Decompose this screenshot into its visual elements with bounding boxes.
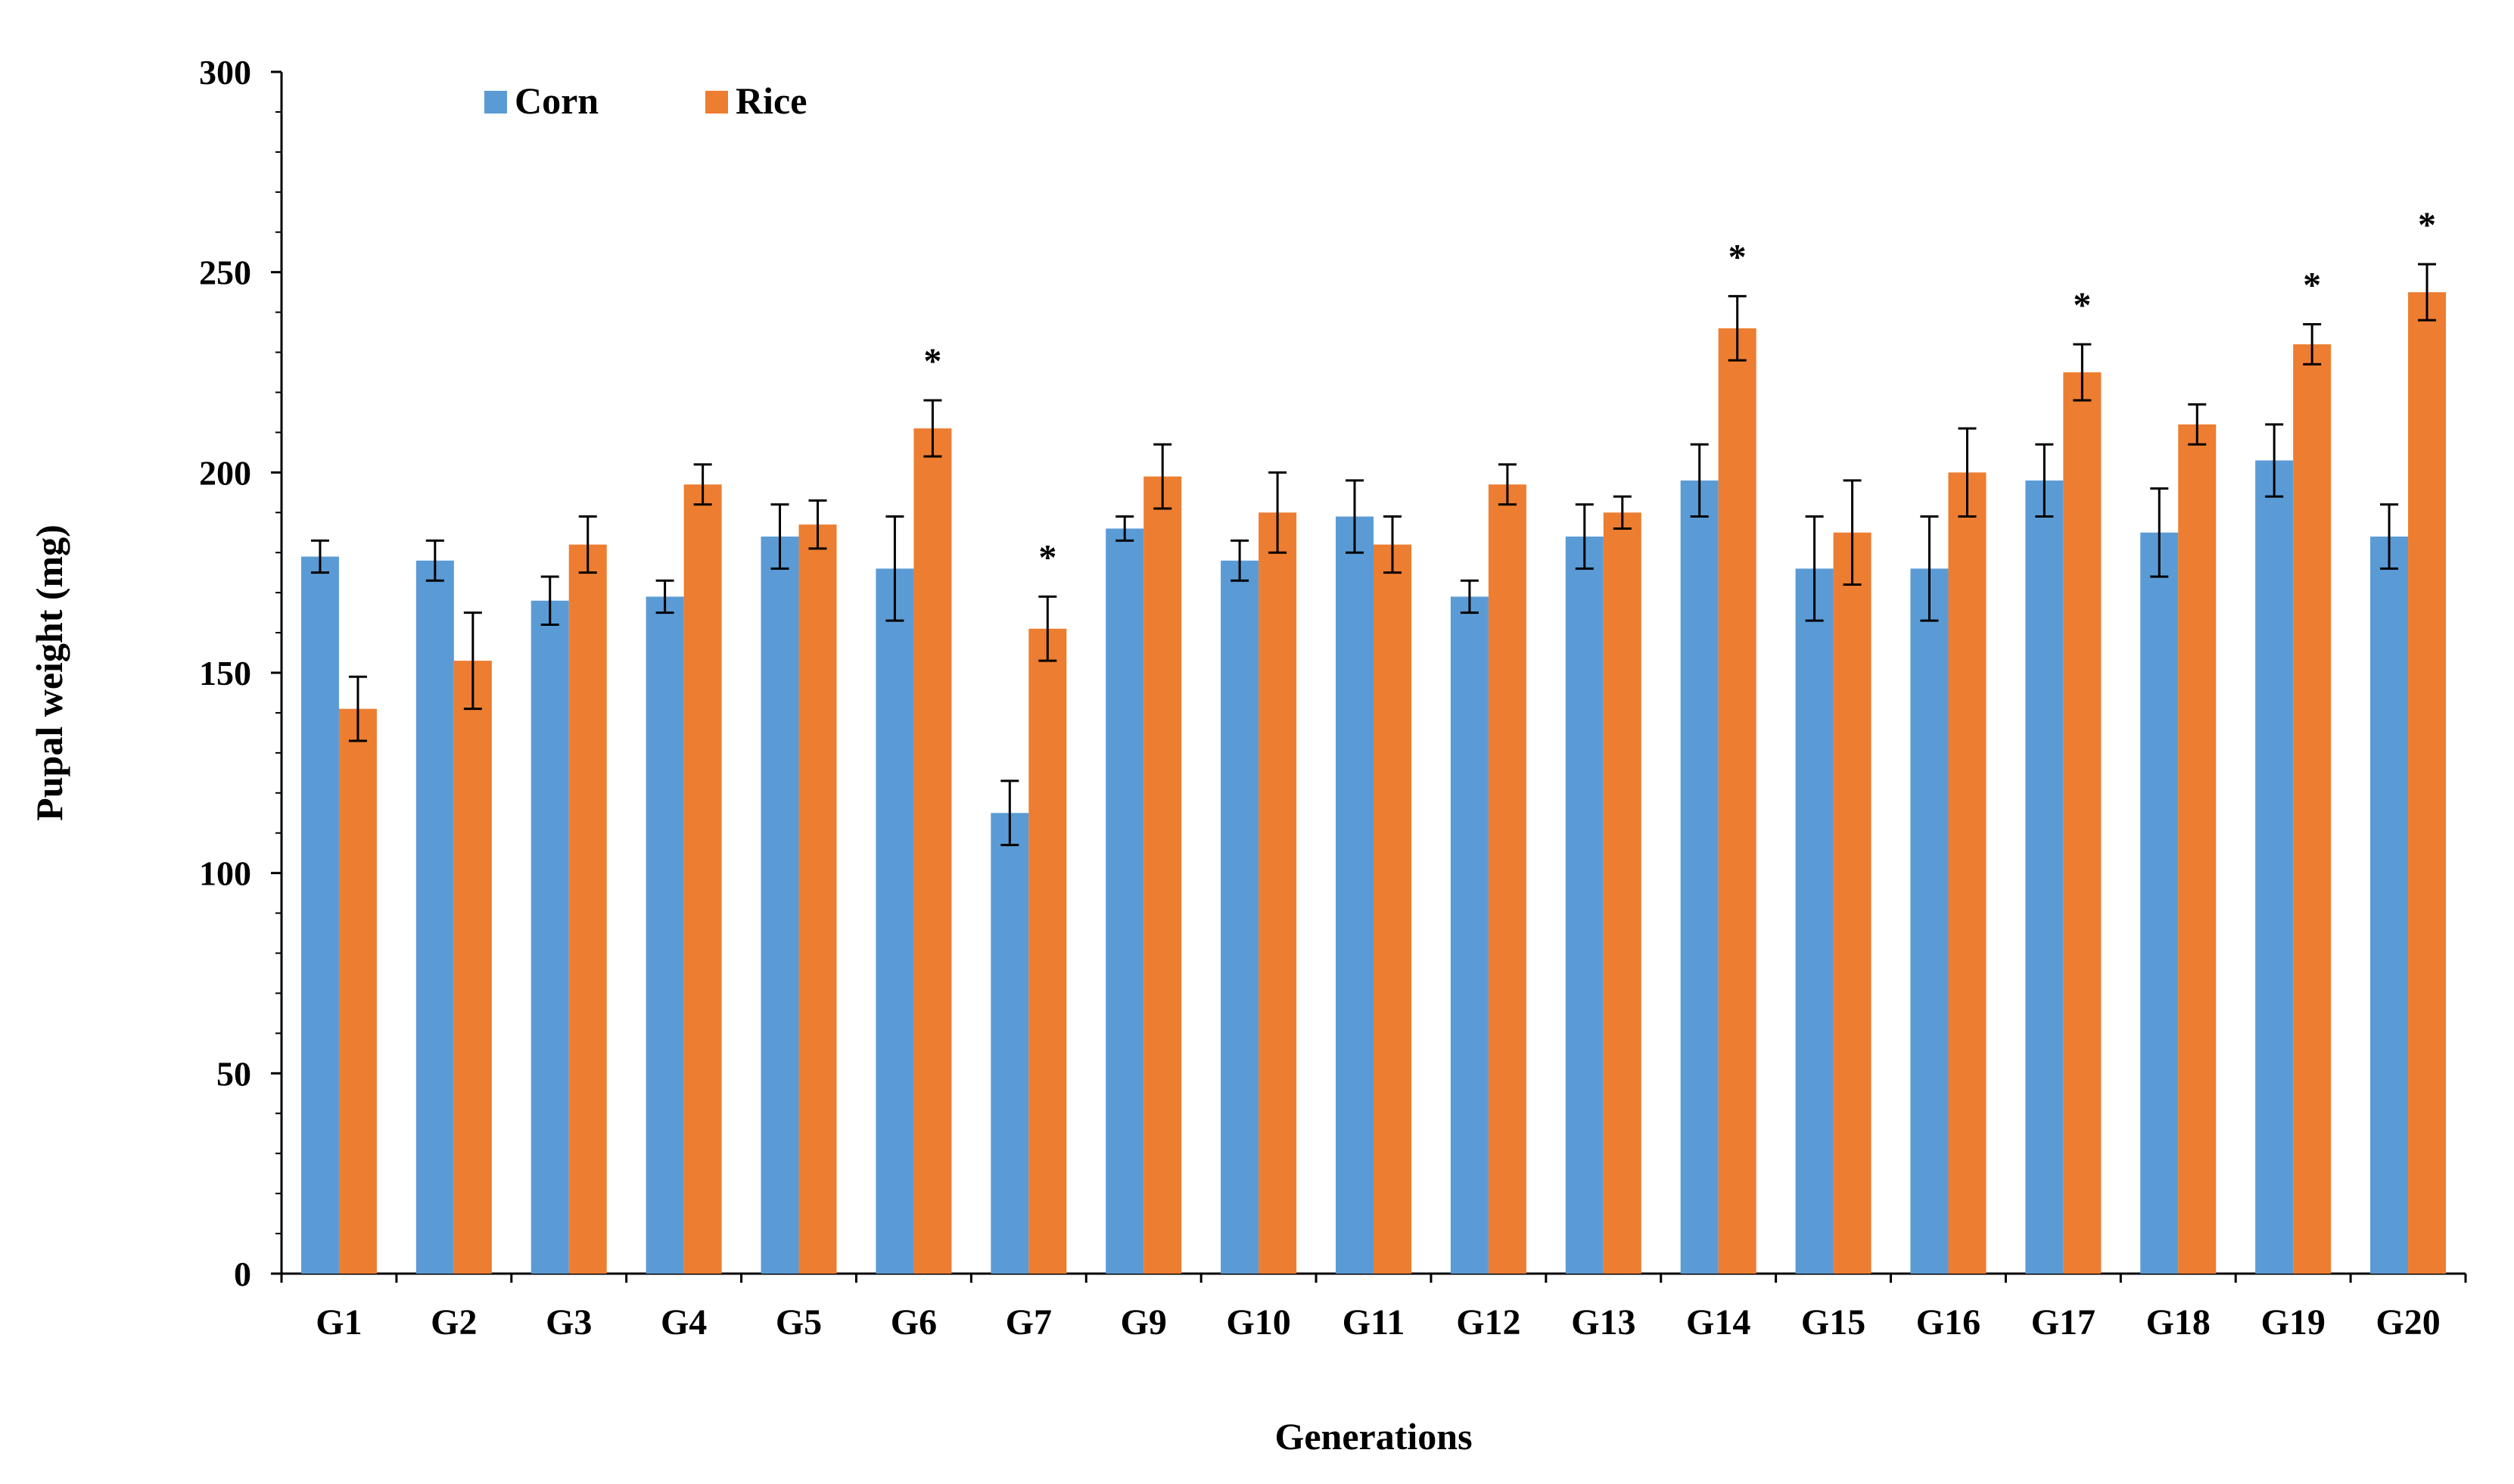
bar-rice-g19 [2293,344,2332,1274]
bar-rice-g5 [798,524,837,1274]
bar-corn-g17 [2025,480,2064,1274]
legend: Corn Rice [484,79,807,122]
y-axis-title: Pupal weight (mg) [28,524,70,821]
bar-rice-g2 [453,661,492,1274]
bar-rice-g16 [1948,472,1987,1274]
bar-corn-g19 [2255,460,2294,1274]
bar-rice-g9 [1143,476,1182,1274]
bar-corn-g7 [991,813,1029,1274]
axis-labels: 0 50 100 150 200 250 300 G1 G2 G3 G4 G5 G6 G7 G9 G10 G11… [28,53,2441,1458]
bar-rice-g15 [1833,532,1871,1274]
bar-corn-g3 [530,600,569,1274]
x-category-label: G4 [661,1302,707,1342]
bar-corn-g2 [415,560,454,1274]
bar-corn-g15 [1795,568,1834,1274]
y-tick-label: 50 [216,1054,251,1093]
y-tick-label: 100 [199,854,251,893]
bar-rice-g17 [2063,372,2102,1274]
bar-rice-g6 [913,428,952,1274]
legend-swatch-corn [484,91,507,114]
bar-rice-g7 [1028,628,1067,1274]
y-tick-label: 250 [199,254,251,292]
significance-asterisk-g19: * [2303,265,2321,305]
legend-label-rice: Rice [736,79,807,122]
bar-rice-g11 [1374,544,1411,1274]
legend-swatch-rice [705,91,728,114]
bar-corn-g10 [1221,560,1259,1274]
bar-rice-g18 [2178,424,2217,1274]
x-category-label: G1 [316,1302,362,1342]
significance-asterisk-g17: * [2073,285,2091,325]
y-tick-label: 300 [199,53,251,92]
x-category-label: G12 [1456,1302,1520,1342]
bar-corn-g6 [876,568,914,1274]
x-category-label: G13 [1571,1302,1635,1342]
x-category-label: G16 [1916,1302,1980,1342]
bar-rice-g10 [1259,512,1297,1274]
significance-marks: * * * * * * [923,205,2436,577]
x-category-label: G7 [1006,1302,1052,1342]
bar-rice-g4 [683,484,722,1274]
x-category-label: G19 [2260,1302,2325,1342]
x-category-label: G10 [1226,1302,1290,1342]
bar-corn-g20 [2370,537,2409,1274]
bar-corn-g12 [1450,596,1489,1274]
bar-corn-g11 [1336,516,1374,1274]
y-tick-label: 0 [234,1255,251,1293]
bar-rice-g13 [1603,512,1641,1274]
y-tick-label: 200 [199,453,251,492]
x-axis-title: Generations [1274,1415,1472,1458]
bars [300,292,2447,1274]
x-category-label: G5 [776,1302,822,1342]
x-category-label: G20 [2376,1302,2440,1342]
y-tick-label: 150 [199,654,251,692]
bar-corn-g1 [300,556,339,1274]
bar-rice-g3 [568,544,607,1274]
x-category-label: G2 [431,1302,477,1342]
bar-corn-g13 [1565,537,1604,1274]
bar-rice-g12 [1488,484,1526,1274]
bar-corn-g9 [1106,528,1144,1274]
significance-asterisk-g6: * [923,341,941,381]
x-category-label: G6 [891,1302,937,1342]
x-category-label: G11 [1343,1302,1405,1342]
bar-corn-g18 [2140,532,2179,1274]
bar-rice-g1 [338,708,377,1274]
error-bars [310,263,2437,847]
x-category-label: G17 [2031,1302,2096,1342]
significance-asterisk-g7: * [1038,537,1056,577]
x-category-label: G18 [2146,1302,2211,1342]
bar-corn-g5 [761,537,799,1274]
significance-asterisk-g20: * [2418,205,2436,245]
bar-rice-g20 [2408,292,2447,1274]
x-category-label: G3 [546,1302,592,1342]
x-category-label: G9 [1121,1302,1167,1342]
x-category-label: G14 [1686,1302,1750,1342]
bar-corn-g14 [1680,480,1719,1274]
legend-label-corn: Corn [515,79,599,122]
x-category-label: G15 [1801,1302,1865,1342]
bar-corn-g4 [646,596,684,1274]
bar-rice-g14 [1718,328,1756,1274]
bar-corn-g16 [1910,568,1949,1274]
significance-asterisk-g14: * [1728,237,1747,277]
